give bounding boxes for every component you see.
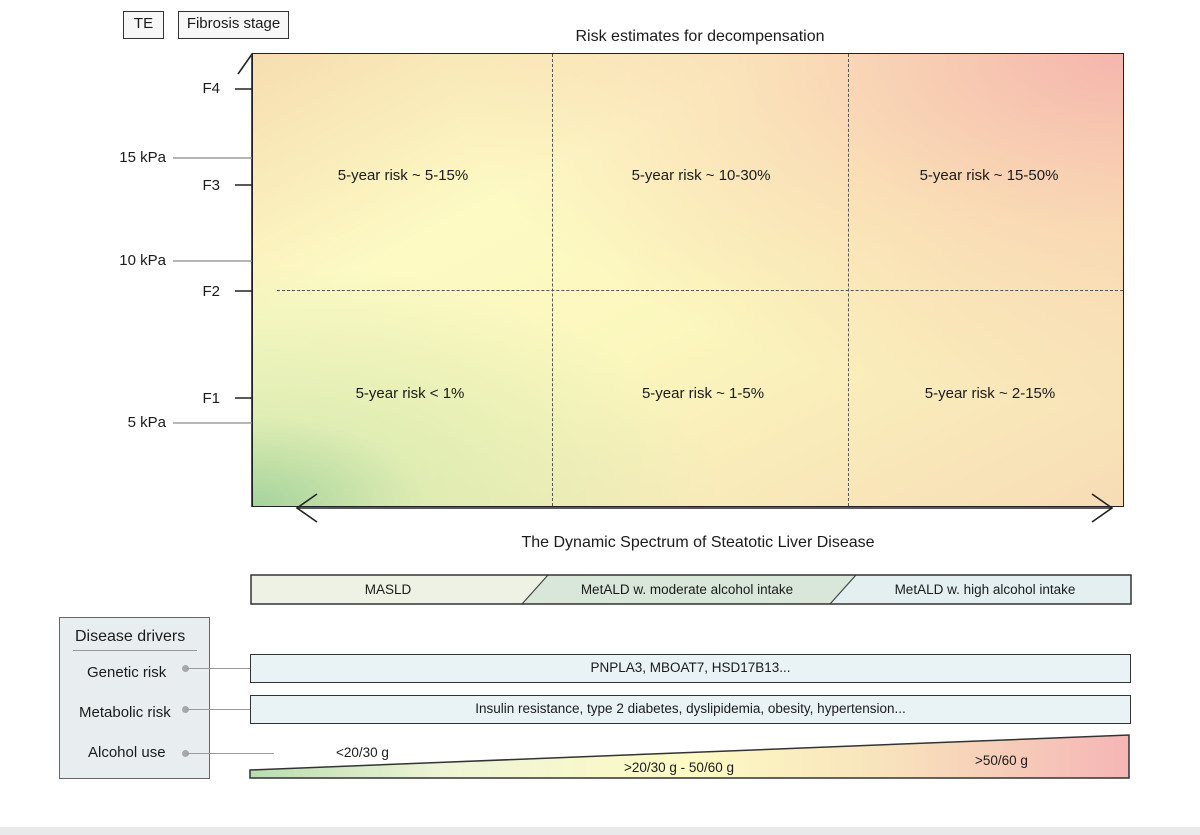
risk-cell-lower-2: 5-year risk ~ 1-5% — [641, 385, 765, 402]
metabolic-connector-line — [186, 709, 250, 710]
matrix-divider-1 — [552, 54, 553, 506]
metabolic-connector-dot — [182, 706, 189, 713]
alcohol-level-low: <20/30 g — [336, 745, 389, 760]
disease-drivers-title: Disease drivers — [75, 628, 186, 645]
alcohol-level-high: >50/60 g — [975, 753, 1028, 768]
genetic-risk-label: Genetic risk — [87, 664, 167, 681]
spectrum-bar — [250, 574, 1132, 605]
spectrum-title: The Dynamic Spectrum of Steatotic Liver … — [521, 534, 875, 551]
risk-cell-lower-1: 5-year risk < 1% — [355, 385, 465, 402]
kpa-label-15: 15 kPa — [119, 149, 166, 166]
alcohol-connector-dot — [182, 750, 189, 757]
alcohol-level-moderate: >20/30 g - 50/60 g — [624, 760, 734, 775]
segment-metald-moderate — [522, 575, 856, 604]
risk-estimates-title: Risk estimates for decompensation — [575, 28, 825, 45]
segment-label-metald-high: MetALD w. high alcohol intake — [894, 582, 1076, 597]
segment-label-metald-moderate: MetALD w. moderate alcohol intake — [580, 582, 794, 597]
arrow-right-icon — [1091, 493, 1114, 523]
te-label: TE — [123, 11, 164, 39]
segment-masld — [251, 575, 548, 604]
metabolic-risk-bar: Insulin resistance, type 2 diabetes, dys… — [250, 695, 1131, 724]
matrix-divider-f2 — [277, 290, 1123, 291]
drivers-title-underline — [73, 650, 197, 651]
risk-matrix: 5-year risk ~ 5-15% 5-year risk ~ 10-30%… — [252, 53, 1124, 507]
fibrosis-stage-label: Fibrosis stage — [178, 11, 289, 39]
segment-metald-high — [830, 575, 1131, 604]
matrix-divider-2 — [848, 54, 849, 506]
metabolic-risk-label: Metabolic risk — [79, 704, 171, 721]
kpa-label-10: 10 kPa — [119, 252, 166, 269]
risk-cell-lower-3: 5-year risk ~ 2-15% — [924, 385, 1056, 402]
arrow-left-icon — [295, 493, 318, 523]
stage-label-f1: F1 — [202, 390, 220, 407]
kpa-label-5: 5 kPa — [127, 414, 166, 431]
risk-cell-upper-1: 5-year risk ~ 5-15% — [337, 167, 469, 184]
spectrum-arrow-svg — [295, 493, 1114, 523]
alcohol-wedge — [249, 734, 1130, 779]
genetic-connector-dot — [182, 665, 189, 672]
segment-label-masld: MASLD — [364, 582, 412, 597]
risk-cell-upper-2: 5-year risk ~ 10-30% — [631, 167, 771, 184]
alcohol-connector-line — [186, 753, 274, 754]
genetic-connector-line — [186, 668, 250, 669]
risk-cell-upper-3: 5-year risk ~ 15-50% — [919, 167, 1059, 184]
genetic-risk-bar: PNPLA3, MBOAT7, HSD17B13... — [250, 654, 1131, 683]
stage-label-f3: F3 — [202, 177, 220, 194]
stage-label-f2: F2 — [202, 283, 220, 300]
alcohol-use-label: Alcohol use — [88, 744, 166, 761]
stage-label-f4: F4 — [202, 80, 220, 97]
